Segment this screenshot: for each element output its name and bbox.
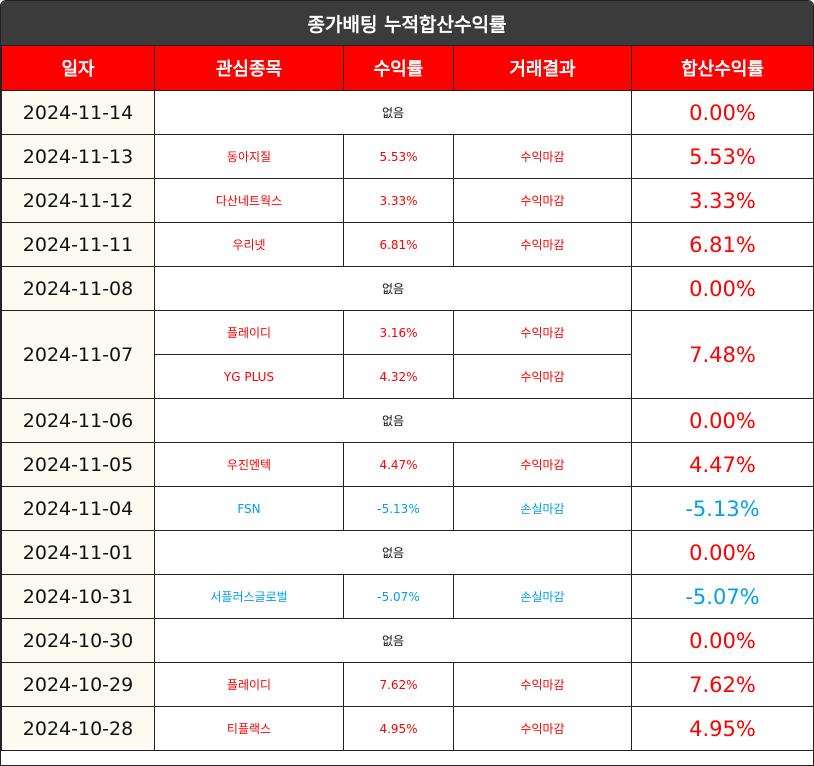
total-cell: 7.62% [631, 662, 813, 707]
table-row: 2024-11-01 없음 0.00% [1, 530, 813, 575]
result-cell: 수익마감 [453, 222, 632, 267]
stock-cell: FSN [154, 486, 344, 531]
header-row: 일자 관심종목 수익률 거래결과 합산수익률 [1, 45, 813, 91]
table-row: 2024-11-06 없음 0.00% [1, 398, 813, 443]
result-cell: 수익마감 [453, 178, 632, 223]
no-trade-cell: 없음 [154, 618, 632, 663]
total-cell: -5.13% [631, 486, 813, 531]
table-row: 2024-10-28 티플랙스 4.95% 수익마감 4.95% [1, 706, 813, 751]
table-row: YG PLUS 4.32% 수익마감 [2, 354, 814, 399]
result-cell: 수익마감 [453, 354, 632, 399]
date-cell: 2024-11-11 [1, 222, 155, 267]
no-trade-cell: 없음 [154, 266, 632, 311]
no-trade-cell: 없음 [154, 530, 632, 575]
table-row: 2024-11-11 우리넷 6.81% 수익마감 6.81% [1, 222, 813, 267]
header-date: 일자 [1, 45, 155, 91]
date-cell: 2024-11-05 [1, 442, 155, 487]
table-row: 2024-11-04 FSN -5.13% 손실마감 -5.13% [1, 486, 813, 531]
header-result: 거래결과 [453, 45, 632, 91]
result-cell: 수익마감 [453, 706, 632, 751]
no-trade-cell: 없음 [154, 90, 632, 135]
table-row: 2024-10-31 서플러스글로벌 -5.07% 손실마감 -5.07% [1, 574, 813, 619]
total-cell: 3.33% [631, 178, 813, 223]
total-cell: 0.00% [631, 530, 813, 575]
header-stock: 관심종목 [154, 45, 344, 91]
date-cell: 2024-10-31 [1, 574, 155, 619]
returns-table: 일자 관심종목 수익률 거래결과 합산수익률 2024-11-14 없음 0.0… [1, 45, 814, 751]
stock-cell: YG PLUS [154, 354, 344, 399]
rate-cell: 7.62% [343, 662, 454, 707]
header-total: 합산수익률 [631, 45, 813, 91]
total-cell: 0.00% [631, 618, 813, 663]
table-row: 2024-11-08 없음 0.00% [1, 266, 813, 311]
stock-cell: 티플랙스 [154, 706, 344, 751]
result-cell: 수익마감 [453, 442, 632, 487]
date-cell: 2024-11-06 [1, 398, 155, 443]
rate-cell: -5.07% [343, 574, 454, 619]
total-cell: 0.00% [631, 266, 813, 311]
total-cell: 0.00% [631, 398, 813, 443]
total-cell: 0.00% [631, 90, 813, 135]
date-cell: 2024-11-01 [1, 530, 155, 575]
rate-cell: 4.95% [343, 706, 454, 751]
result-cell: 손실마감 [453, 574, 632, 619]
table-title: 종가배팅 누적합산수익률 [1, 1, 813, 45]
date-cell: 2024-11-04 [1, 486, 155, 531]
total-cell: 4.47% [631, 442, 813, 487]
total-cell: 7.48% [631, 310, 813, 399]
table-row: 2024-10-30 없음 0.00% [1, 618, 813, 663]
stock-cell: 플레이디 [154, 662, 344, 707]
date-cell: 2024-10-28 [1, 706, 155, 751]
stock-cell: 동아지질 [154, 134, 344, 179]
stock-cell: 플레이디 [154, 310, 344, 355]
header-rate: 수익률 [343, 45, 454, 91]
table-row: 2024-10-29 플레이디 7.62% 수익마감 7.62% [1, 662, 813, 707]
date-cell: 2024-10-30 [1, 618, 155, 663]
date-cell: 2024-10-29 [1, 662, 155, 707]
result-cell: 손실마감 [453, 486, 632, 531]
rate-cell: 3.16% [343, 310, 454, 355]
table-row: 2024-11-12 다산네트웍스 3.33% 수익마감 3.33% [1, 178, 813, 223]
rate-cell: 5.53% [343, 134, 454, 179]
date-cell: 2024-11-08 [1, 266, 155, 311]
rate-cell: 3.33% [343, 178, 454, 223]
table-row: 2024-11-14 없음 0.00% [1, 90, 813, 135]
stock-cell: 다산네트웍스 [154, 178, 344, 223]
date-cell: 2024-11-12 [1, 178, 155, 223]
result-cell: 수익마감 [453, 662, 632, 707]
date-cell: 2024-11-13 [1, 134, 155, 179]
table-row: 2024-11-07 플레이디 3.16% 수익마감 7.48% [1, 310, 813, 399]
no-trade-cell: 없음 [154, 398, 632, 443]
result-cell: 수익마감 [453, 134, 632, 179]
total-cell: 5.53% [631, 134, 813, 179]
total-cell: -5.07% [631, 574, 813, 619]
rate-cell: -5.13% [343, 486, 454, 531]
table-row: 2024-11-05 우진엔텍 4.47% 수익마감 4.47% [1, 442, 813, 487]
stock-cell: 우진엔텍 [154, 442, 344, 487]
total-cell: 6.81% [631, 222, 813, 267]
rate-cell: 4.32% [343, 354, 454, 399]
total-cell: 4.95% [631, 706, 813, 751]
date-cell: 2024-11-14 [1, 90, 155, 135]
stock-cell: 우리넷 [154, 222, 344, 267]
rate-cell: 6.81% [343, 222, 454, 267]
rate-cell: 4.47% [343, 442, 454, 487]
result-cell: 수익마감 [453, 310, 632, 355]
table-row: 2024-11-13 동아지질 5.53% 수익마감 5.53% [1, 134, 813, 179]
stock-cell: 서플러스글로벌 [154, 574, 344, 619]
date-cell: 2024-11-07 [1, 310, 155, 399]
